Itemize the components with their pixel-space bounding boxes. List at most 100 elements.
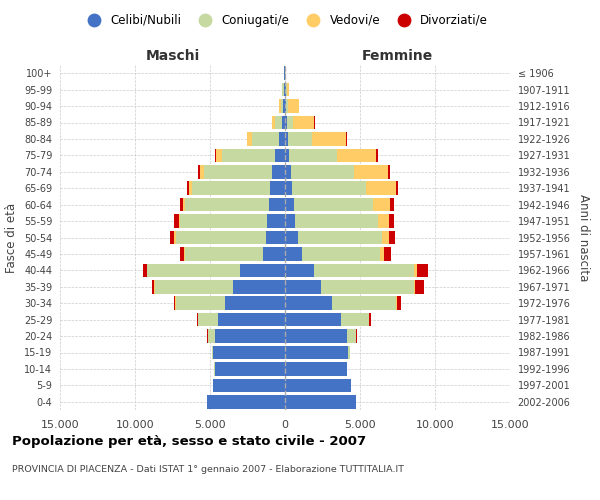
Bar bbox=[346, 132, 347, 145]
Bar bbox=[321, 280, 414, 293]
Bar bbox=[389, 214, 394, 228]
Bar bbox=[275, 116, 282, 129]
Bar bbox=[215, 330, 285, 343]
Bar bbox=[176, 231, 265, 244]
Bar bbox=[212, 346, 213, 359]
Bar bbox=[190, 182, 192, 195]
Bar bbox=[180, 214, 267, 228]
Bar bbox=[281, 100, 283, 113]
Bar bbox=[366, 182, 396, 195]
Bar bbox=[143, 264, 146, 277]
Bar bbox=[284, 83, 285, 96]
Bar bbox=[269, 198, 285, 211]
Bar bbox=[240, 264, 285, 277]
Bar bbox=[155, 280, 233, 293]
Bar bbox=[283, 83, 284, 96]
Bar bbox=[377, 214, 389, 228]
Bar bbox=[347, 330, 356, 343]
Bar bbox=[192, 182, 270, 195]
Bar bbox=[285, 148, 289, 162]
Bar bbox=[376, 148, 377, 162]
Bar bbox=[285, 214, 295, 228]
Bar bbox=[302, 247, 380, 260]
Bar bbox=[197, 313, 198, 326]
Bar bbox=[388, 165, 390, 178]
Bar bbox=[185, 247, 263, 260]
Bar bbox=[390, 198, 394, 211]
Text: PROVINCIA DI PIACENZA - Dati ISTAT 1° gennaio 2007 - Elaborazione TUTTITALIA.IT: PROVINCIA DI PIACENZA - Dati ISTAT 1° ge… bbox=[12, 465, 404, 474]
Bar bbox=[287, 116, 293, 129]
Bar bbox=[285, 182, 292, 195]
Bar bbox=[217, 148, 222, 162]
Bar bbox=[200, 165, 204, 178]
Bar bbox=[285, 280, 321, 293]
Bar bbox=[179, 214, 180, 228]
Bar bbox=[175, 214, 179, 228]
Bar bbox=[174, 296, 175, 310]
Bar bbox=[285, 378, 351, 392]
Bar bbox=[225, 296, 285, 310]
Bar bbox=[415, 280, 424, 293]
Bar bbox=[215, 148, 217, 162]
Bar bbox=[290, 165, 354, 178]
Bar bbox=[417, 264, 428, 277]
Bar bbox=[337, 148, 376, 162]
Bar bbox=[380, 247, 385, 260]
Bar bbox=[298, 231, 382, 244]
Bar bbox=[279, 132, 285, 145]
Bar bbox=[414, 264, 416, 277]
Bar bbox=[285, 116, 287, 129]
Bar bbox=[275, 148, 285, 162]
Bar bbox=[312, 132, 346, 145]
Bar bbox=[213, 378, 285, 392]
Bar bbox=[289, 100, 299, 113]
Bar bbox=[314, 264, 414, 277]
Bar bbox=[285, 132, 288, 145]
Bar bbox=[354, 165, 388, 178]
Bar bbox=[213, 346, 285, 359]
Bar bbox=[176, 296, 225, 310]
Bar bbox=[285, 231, 298, 244]
Bar bbox=[198, 313, 218, 326]
Bar bbox=[285, 100, 286, 113]
Text: Popolazione per età, sesso e stato civile - 2007: Popolazione per età, sesso e stato civil… bbox=[12, 435, 366, 448]
Bar bbox=[396, 182, 398, 195]
Bar bbox=[369, 313, 371, 326]
Bar bbox=[285, 165, 290, 178]
Bar bbox=[341, 313, 369, 326]
Bar bbox=[385, 247, 391, 260]
Bar bbox=[397, 296, 401, 310]
Bar bbox=[285, 264, 314, 277]
Bar bbox=[331, 296, 396, 310]
Bar bbox=[152, 280, 154, 293]
Text: Maschi: Maschi bbox=[145, 48, 200, 62]
Bar bbox=[285, 247, 302, 260]
Bar bbox=[348, 346, 350, 359]
Bar bbox=[285, 83, 286, 96]
Bar bbox=[288, 132, 312, 145]
Bar bbox=[175, 231, 176, 244]
Bar bbox=[263, 247, 285, 260]
Bar bbox=[292, 182, 366, 195]
Bar bbox=[252, 132, 279, 145]
Bar bbox=[270, 182, 285, 195]
Bar bbox=[199, 165, 200, 178]
Bar bbox=[285, 395, 355, 408]
Bar bbox=[207, 395, 285, 408]
Bar bbox=[373, 198, 390, 211]
Bar bbox=[382, 231, 389, 244]
Bar bbox=[285, 346, 348, 359]
Bar bbox=[414, 280, 415, 293]
Bar bbox=[284, 66, 285, 80]
Bar bbox=[286, 100, 288, 113]
Bar bbox=[147, 264, 240, 277]
Bar bbox=[208, 330, 215, 343]
Bar bbox=[265, 231, 285, 244]
Bar bbox=[247, 132, 252, 145]
Bar bbox=[182, 198, 185, 211]
Bar bbox=[396, 296, 397, 310]
Bar bbox=[267, 214, 285, 228]
Bar bbox=[294, 198, 373, 211]
Bar bbox=[389, 231, 395, 244]
Bar bbox=[279, 100, 281, 113]
